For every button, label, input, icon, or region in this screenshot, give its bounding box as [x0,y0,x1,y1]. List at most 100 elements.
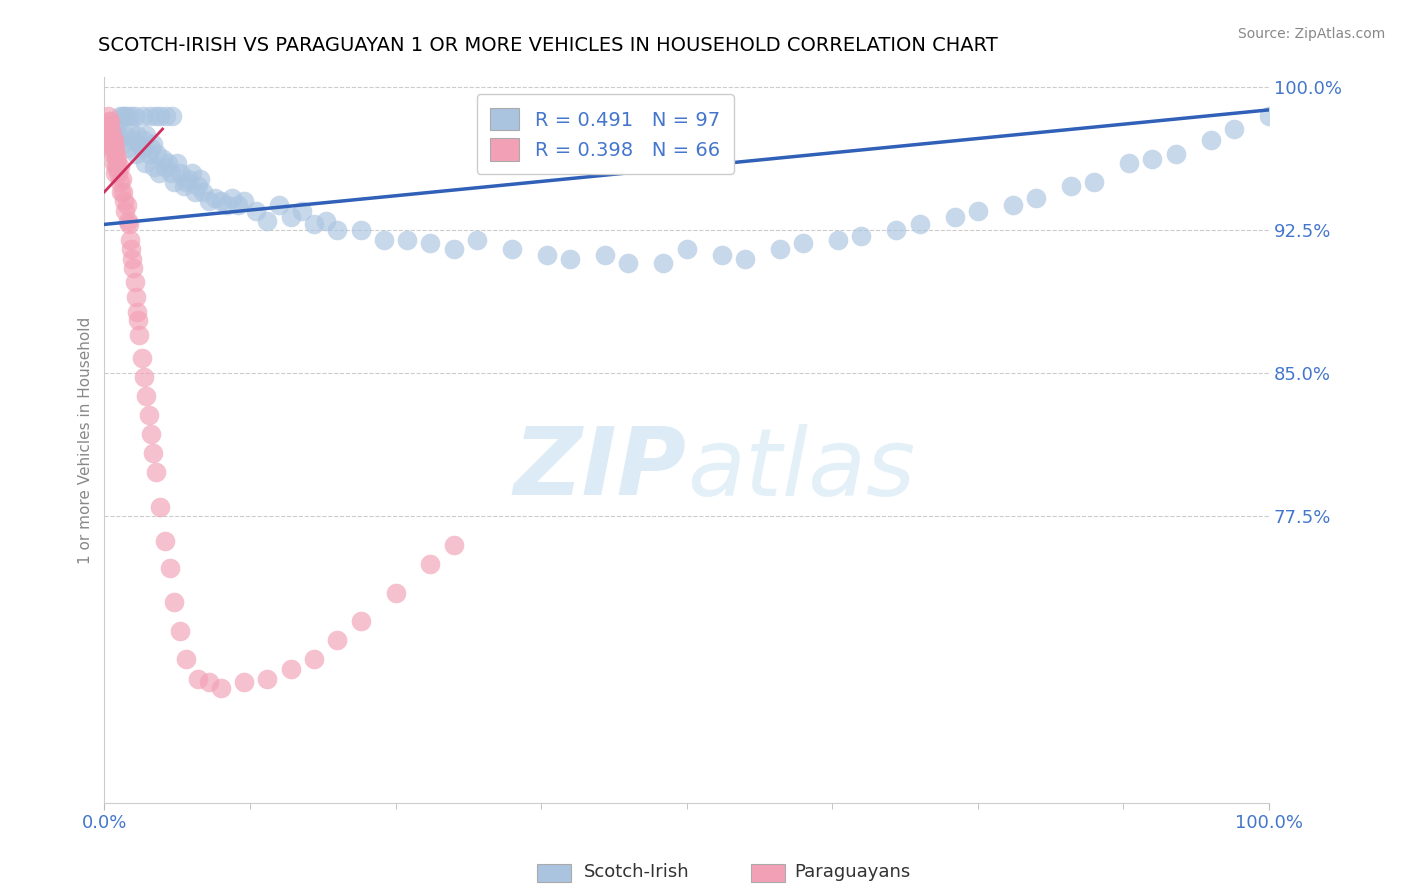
Point [125,305,148,319]
Point [315,213,337,227]
Point [132,109,155,123]
Point [187,179,209,194]
Point [1223,122,1246,136]
Point [118,122,141,136]
Point [111,137,134,152]
Point [710,248,733,262]
Point [120,242,142,256]
Point [851,228,873,243]
Point [1025,191,1047,205]
Point [115,109,138,123]
Point [198,675,221,690]
Point [184,185,207,199]
Point [1164,146,1187,161]
Point [256,213,278,227]
Text: ZIP: ZIP [513,423,686,515]
Point [128,328,150,343]
Point [111,185,134,199]
Point [349,223,371,237]
Point [166,156,188,170]
Point [96,118,118,132]
Point [108,109,131,123]
Point [135,128,157,142]
Point [443,242,465,256]
Point [98,122,121,136]
Point [124,109,146,123]
Point [131,141,153,155]
Point [138,146,160,161]
Point [100,122,122,136]
Point [1118,156,1140,170]
Point [122,133,145,147]
Text: atlas: atlas [686,424,915,515]
Point [128,137,150,152]
Point [1199,133,1222,147]
Point [155,109,177,123]
Point [221,191,243,205]
Point [163,595,186,609]
Point [174,175,197,189]
Point [112,109,135,123]
Point [108,175,131,189]
Point [180,166,202,180]
Point [560,252,582,266]
Point [943,210,966,224]
Point [233,675,256,690]
Point [98,114,121,128]
Point [443,538,465,552]
Point [966,204,988,219]
Point [139,109,162,123]
Point [157,156,180,170]
Point [188,171,211,186]
Point [169,166,191,180]
Point [134,156,156,170]
Point [163,175,186,189]
Point [108,160,131,174]
Point [118,218,141,232]
Point [105,118,128,132]
Point [617,255,640,269]
Point [675,242,697,256]
Point [115,198,138,212]
Point [105,160,128,174]
Point [536,248,558,262]
Point [139,141,162,155]
Point [193,185,215,199]
Point [153,534,176,549]
Point [160,109,183,123]
Point [114,204,136,219]
Point [142,446,165,460]
Point [105,156,128,170]
Point [112,194,135,209]
Point [114,128,136,142]
Point [105,153,128,167]
Point [908,218,931,232]
Point [256,672,278,686]
Point [396,233,419,247]
Point [769,242,792,256]
Point [143,160,166,174]
Point [101,146,124,161]
Point [280,210,302,224]
Point [827,233,849,247]
Point [103,133,125,147]
Point [131,351,153,365]
Point [138,408,160,422]
Point [302,218,325,232]
Text: SCOTCH-IRISH VS PARAGUAYAN 1 OR MORE VEHICLES IN HOUSEHOLD CORRELATION CHART: SCOTCH-IRISH VS PARAGUAYAN 1 OR MORE VEH… [98,36,998,54]
Point [117,141,139,155]
Point [125,290,148,304]
Point [101,133,124,147]
Y-axis label: 1 or more Vehicles in Household: 1 or more Vehicles in Household [79,317,93,564]
Point [792,236,814,251]
Point [209,194,232,209]
Point [98,114,121,128]
Point [419,557,441,571]
Point [100,141,122,155]
Point [501,242,523,256]
Point [107,128,129,142]
Point [122,261,145,276]
Point [174,652,197,666]
Point [104,141,127,155]
Point [419,236,441,251]
